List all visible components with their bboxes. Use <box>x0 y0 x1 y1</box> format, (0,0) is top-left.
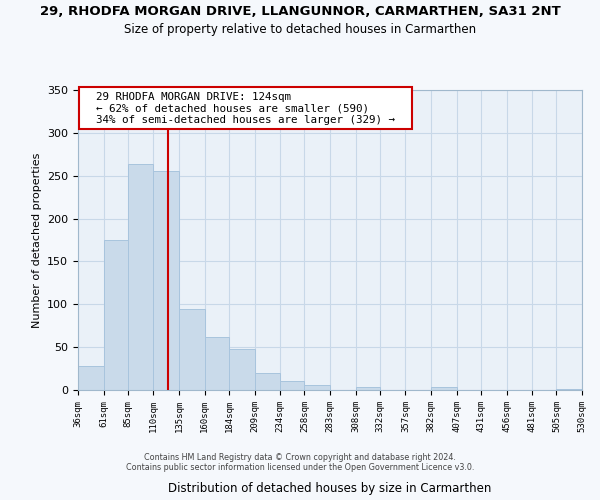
Bar <box>229 349 254 390</box>
Bar <box>254 373 280 390</box>
Bar <box>280 380 304 390</box>
Bar <box>431 388 457 390</box>
Text: Contains HM Land Registry data © Crown copyright and database right 2024.
Contai: Contains HM Land Registry data © Crown c… <box>126 452 474 472</box>
Bar <box>304 385 330 390</box>
Bar <box>556 389 582 390</box>
Text: 29, RHODFA MORGAN DRIVE, LLANGUNNOR, CARMARTHEN, SA31 2NT: 29, RHODFA MORGAN DRIVE, LLANGUNNOR, CAR… <box>40 5 560 18</box>
Bar <box>104 240 128 390</box>
Bar <box>356 386 380 390</box>
Text: Size of property relative to detached houses in Carmarthen: Size of property relative to detached ho… <box>124 22 476 36</box>
Bar <box>154 172 179 390</box>
Text: 29 RHODFA MORGAN DRIVE: 124sqm  
  ← 62% of detached houses are smaller (590)  
: 29 RHODFA MORGAN DRIVE: 124sqm ← 62% of … <box>83 92 408 124</box>
Bar <box>179 310 205 390</box>
Text: Distribution of detached houses by size in Carmarthen: Distribution of detached houses by size … <box>169 482 491 495</box>
Bar <box>128 164 154 390</box>
Bar <box>205 337 229 390</box>
Bar <box>78 366 104 390</box>
Y-axis label: Number of detached properties: Number of detached properties <box>32 152 41 328</box>
